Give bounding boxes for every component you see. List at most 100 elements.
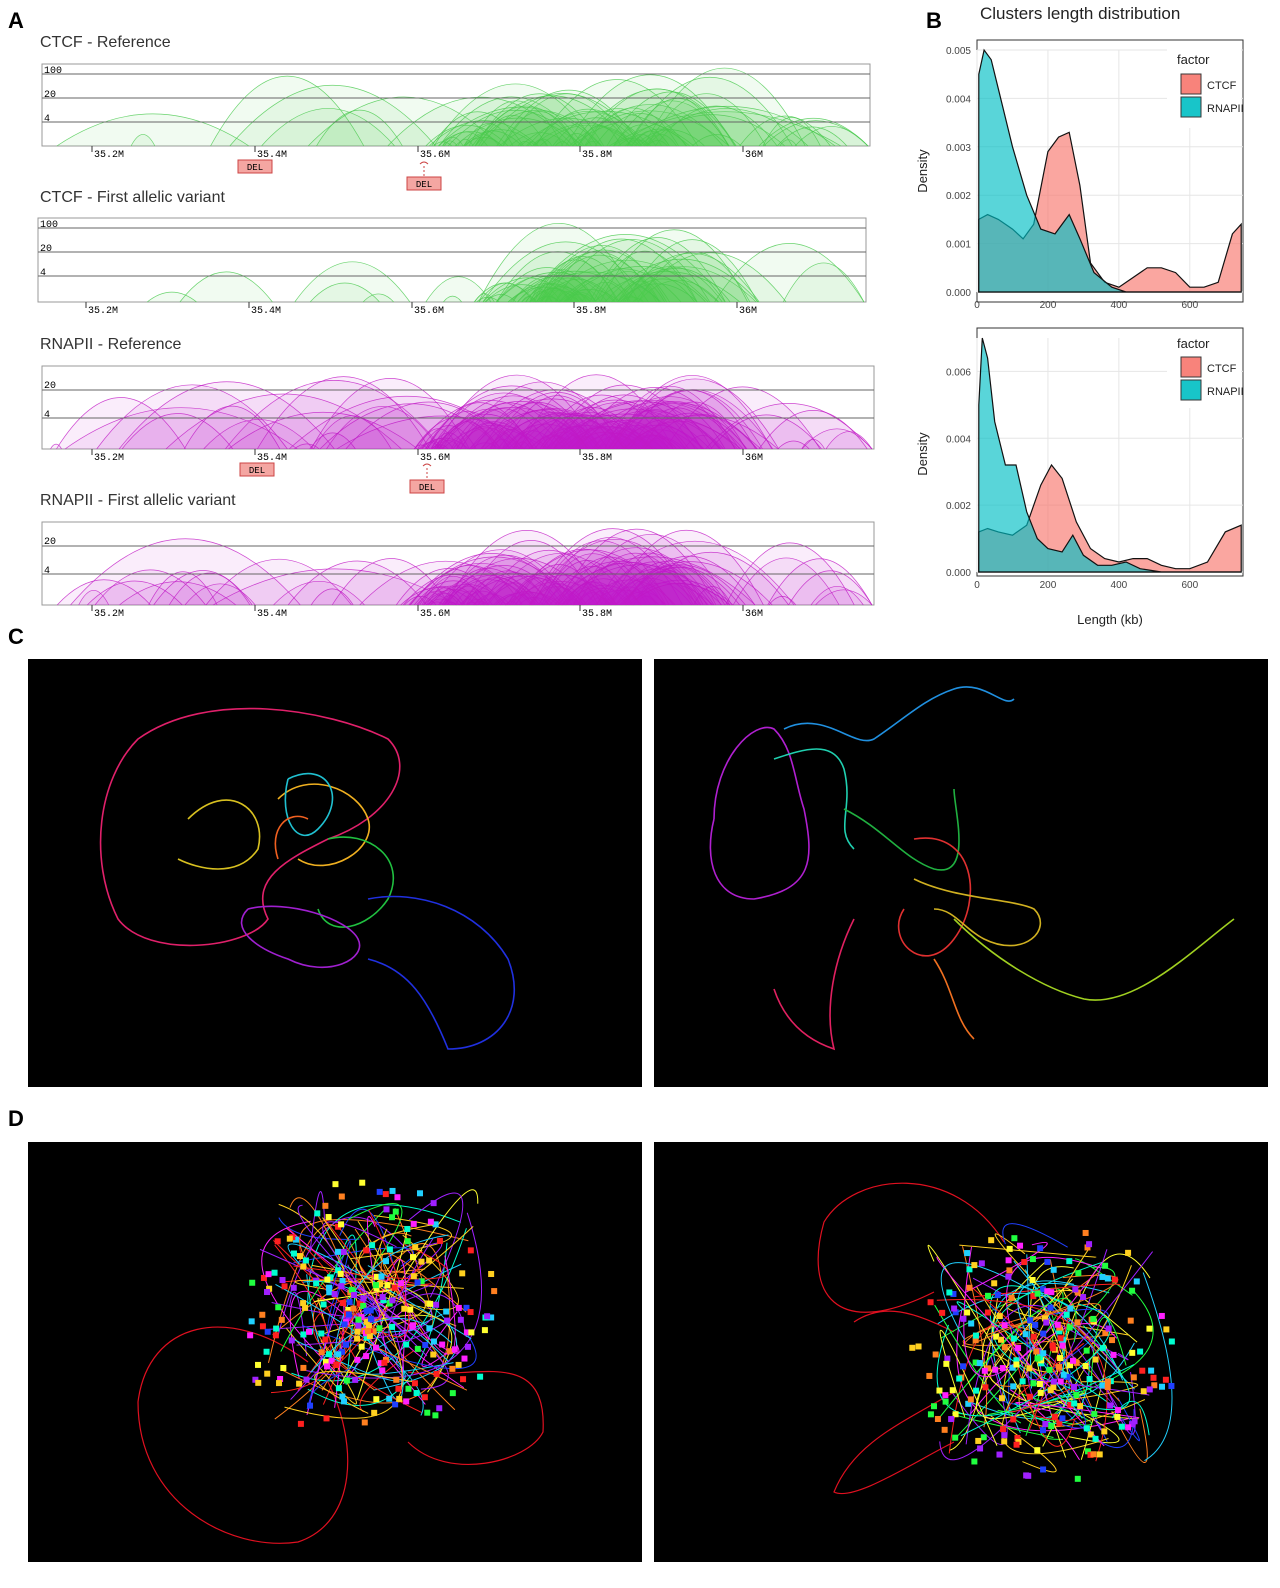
chromatin-node	[338, 1348, 345, 1355]
contact-arc	[309, 282, 380, 303]
chromatin-node	[1111, 1276, 1118, 1283]
x-tick-label: 35.2M	[94, 609, 124, 620]
contact-arc	[577, 125, 622, 147]
y-tick-label: 0.002	[946, 191, 971, 202]
x-tick-label: 36M	[745, 150, 763, 161]
chromatin-node	[414, 1345, 421, 1352]
chromatin-node	[1013, 1361, 1020, 1368]
chromatin-segment	[1090, 1316, 1127, 1392]
chromatin-node	[1008, 1294, 1015, 1301]
chromatin-node	[1125, 1424, 1132, 1431]
contact-arc	[294, 261, 411, 303]
chromatin-node	[307, 1402, 314, 1409]
contact-arc	[825, 431, 873, 450]
contact-arc	[530, 539, 700, 606]
chromatin-node	[1010, 1383, 1017, 1390]
chromatin-node	[1092, 1356, 1099, 1363]
chromatin-node	[942, 1398, 949, 1405]
chromatin-node	[404, 1238, 411, 1245]
chromatin-node	[372, 1344, 379, 1351]
chromatin-segment	[358, 1223, 457, 1327]
contact-arc	[417, 565, 523, 606]
chromatin-node	[355, 1316, 362, 1323]
contact-arc	[423, 589, 484, 606]
deletion-marker: DEL	[239, 462, 275, 477]
chromatin-node	[367, 1315, 374, 1322]
chromatin-node	[1099, 1273, 1106, 1280]
chromatin-node	[1107, 1402, 1114, 1409]
contact-arc	[595, 541, 795, 606]
chromatin-node	[1151, 1382, 1158, 1389]
chromatin-node	[398, 1280, 405, 1287]
chromatin-node	[1057, 1378, 1064, 1385]
chromatin-node	[459, 1270, 466, 1277]
chromatin-node	[255, 1379, 262, 1386]
chromatin-segment	[306, 1212, 482, 1379]
chromatin-node	[1067, 1401, 1074, 1408]
contact-arc	[444, 530, 609, 606]
chromatin-node	[467, 1247, 474, 1254]
chromatin-node	[1036, 1381, 1043, 1388]
chromatin-node	[333, 1362, 340, 1369]
chromatin-node	[363, 1353, 370, 1360]
chromatin-node	[1118, 1423, 1125, 1430]
chromatin-node	[1051, 1413, 1058, 1420]
contact-arc	[56, 579, 151, 606]
x-tick-label: 36M	[745, 609, 763, 620]
chromatin-node	[1086, 1376, 1093, 1383]
chromatin-node	[484, 1313, 491, 1320]
chromatin-node	[421, 1394, 428, 1401]
chromatin-segment	[956, 1301, 1120, 1411]
chromatin-node	[930, 1403, 937, 1410]
chromatin-node	[379, 1294, 386, 1301]
chromatin-node	[952, 1309, 959, 1316]
chromatin-node	[1071, 1400, 1078, 1407]
chromatin-node	[263, 1348, 270, 1355]
contact-arc	[643, 67, 806, 147]
contact-arc	[210, 76, 365, 147]
contact-arc	[541, 399, 690, 450]
chromatin-node	[1010, 1335, 1017, 1342]
x-tick-label: 35.4M	[257, 609, 287, 620]
chromatin-node	[265, 1271, 272, 1278]
track-title-rnapii-variant: RNAPII - First allelic variant	[40, 492, 236, 509]
chromatin-node	[1070, 1383, 1077, 1390]
contact-arc	[539, 124, 638, 147]
chromatin-segment	[341, 1329, 468, 1391]
chromatin-node	[1105, 1325, 1112, 1332]
chromatin-node	[377, 1360, 384, 1367]
structure-render-c-right	[654, 659, 1268, 1087]
chromatin-segment	[356, 1226, 409, 1400]
chromatin-node	[949, 1387, 956, 1394]
chromatin-node	[259, 1323, 266, 1330]
chromatin-node	[1033, 1348, 1040, 1355]
chromatin-node	[966, 1284, 973, 1291]
x-tick-label: 600	[1181, 300, 1198, 311]
contact-arc	[758, 410, 868, 450]
contact-arc	[437, 131, 503, 147]
chromatin-node	[297, 1420, 304, 1427]
chromatin-node	[432, 1412, 439, 1419]
chromatin-node	[404, 1225, 411, 1232]
chromatin-node	[975, 1437, 982, 1444]
chromatin-node	[1130, 1374, 1137, 1381]
chromatin-node	[275, 1304, 282, 1311]
chromatin-node	[455, 1304, 462, 1311]
chromatin-node	[978, 1260, 985, 1267]
chromatin-segment	[991, 1283, 1110, 1434]
chromatin-node	[1140, 1388, 1147, 1395]
contact-arc	[691, 134, 742, 147]
contact-arc	[502, 111, 578, 147]
legend-label: CTCF	[1207, 80, 1237, 92]
chromatin-node	[927, 1299, 934, 1306]
chromatin-node	[1021, 1258, 1028, 1265]
chromatin-node	[1067, 1305, 1074, 1312]
x-tick-label: 200	[1040, 300, 1057, 311]
chromatin-node	[276, 1380, 283, 1387]
track-title-ctcf-reference: CTCF - Reference	[40, 34, 171, 51]
chromatin-node	[1011, 1235, 1018, 1242]
chromatin-node	[1115, 1407, 1122, 1414]
y-level-label: 20	[40, 244, 52, 255]
chromatin-node	[345, 1311, 352, 1318]
chromatin-node	[369, 1242, 376, 1249]
